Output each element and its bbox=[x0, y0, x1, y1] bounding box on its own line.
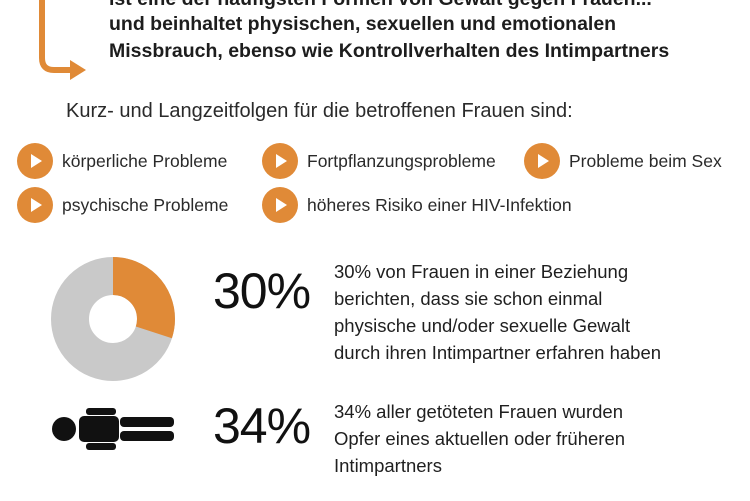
stat-percent: 34% bbox=[213, 398, 311, 454]
consequence-item: höheres Risiko einer HIV-Infektion bbox=[261, 186, 572, 224]
stat-line: Opfer eines aktuellen oder früheren bbox=[334, 428, 626, 449]
consequence-label: höheres Risiko einer HIV-Infektion bbox=[307, 194, 572, 215]
consequences-title: Kurz- und Langzeitfolgen für die betroff… bbox=[66, 100, 573, 122]
play-bullet-icon bbox=[262, 143, 298, 179]
stat-description: 34% aller getöteten Frauen wurden Opfer … bbox=[334, 398, 625, 479]
play-bullet-icon bbox=[17, 187, 53, 223]
stat-line: 30% von Frauen in einer Beziehung bbox=[334, 261, 629, 282]
consequence-item: körperliche Probleme bbox=[16, 142, 227, 180]
play-bullet-icon bbox=[524, 143, 560, 179]
consequence-label: Probleme beim Sex bbox=[569, 150, 722, 171]
consequence-label: körperliche Probleme bbox=[62, 150, 228, 171]
curved-arrow-icon bbox=[39, 0, 86, 80]
consequence-item: Fortpflanzungsprobleme bbox=[261, 142, 496, 180]
intro-line-2: und beinhaltet physischen, sexuellen und… bbox=[109, 13, 617, 35]
lying-person-icon bbox=[52, 408, 174, 450]
consequence-item: psychische Probleme bbox=[16, 186, 228, 224]
intro-line-1: ist eine der häufigsten Formen von Gewal… bbox=[109, 0, 652, 11]
donut-segment bbox=[51, 257, 175, 381]
stat-line: physische und/oder sexuelle Gewalt bbox=[334, 315, 631, 336]
play-bullet-icon bbox=[262, 187, 298, 223]
stat-percent: 30% bbox=[213, 263, 311, 319]
play-bullet-icon bbox=[17, 143, 53, 179]
stat-line: Intimpartners bbox=[334, 455, 442, 476]
donut-chart-icon bbox=[51, 257, 175, 381]
intro-line-3: Missbrauch, ebenso wie Kontrollverhalten… bbox=[109, 40, 670, 62]
consequence-label: Fortpflanzungsprobleme bbox=[307, 150, 496, 171]
consequence-label: psychische Probleme bbox=[62, 194, 229, 215]
stat-description: 30% von Frauen in einer Beziehung berich… bbox=[334, 258, 661, 366]
stat-line: berichten, dass sie schon einmal bbox=[334, 288, 603, 309]
stat-line: durch ihren Intimpartner erfahren haben bbox=[334, 342, 662, 363]
stat-line: 34% aller getöteten Frauen wurden bbox=[334, 401, 623, 422]
consequence-item: Probleme beim Sex bbox=[523, 142, 722, 180]
